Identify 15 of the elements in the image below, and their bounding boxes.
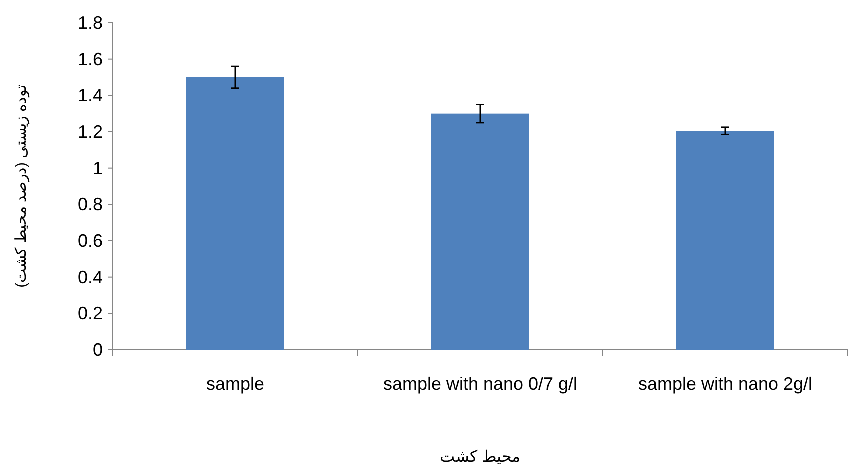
x-tick-label: sample <box>205 373 266 396</box>
y-tick-label: 0.2 <box>78 304 103 324</box>
x-tick-label: sample with nano 2g/l <box>637 373 814 396</box>
y-tick-label: 1.8 <box>78 13 103 33</box>
x-tick-label: sample with nano 0/7 g/l <box>382 373 579 396</box>
y-tick-label: 0.6 <box>78 231 103 251</box>
y-tick-label: 1.4 <box>78 86 103 106</box>
y-tick-label: 0.8 <box>78 194 103 215</box>
y-tick-label: 0 <box>92 340 103 360</box>
y-tick-label: 1.6 <box>78 49 103 70</box>
y-tick-label: 1 <box>92 158 103 178</box>
y-axis-title: توده زیستی (درصد محیط کشت) <box>13 85 30 288</box>
x-axis-title: محیط کشت <box>440 449 522 466</box>
y-tick-label: 1.2 <box>78 122 103 142</box>
y-tick-label: 0.4 <box>78 267 103 288</box>
